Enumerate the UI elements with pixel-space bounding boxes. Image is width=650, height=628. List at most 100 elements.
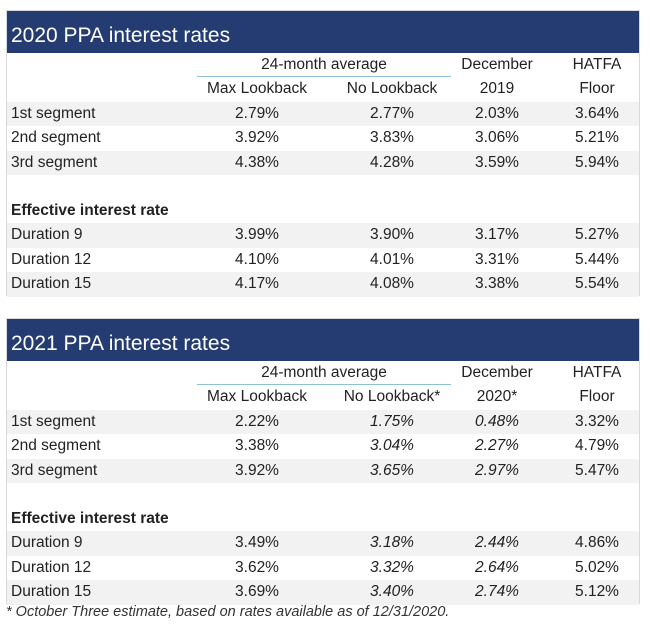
value-cell: 3.49% [235,534,279,552]
header-row-2: Max Lookback No Lookback 2019 Floor [7,77,639,101]
value-cell: 4.01% [370,250,414,268]
table-title: 2020 PPA interest rates [7,11,639,53]
row-label: Duration 9 [11,534,83,552]
value-cell: 5.54% [575,275,619,293]
col4-header: HATFA [572,56,622,73]
group-header: 24-month average [197,361,451,385]
value-cell: 5.02% [575,558,619,576]
table-row: Duration 12 3.62% 3.32% 2.64% 5.02% [7,556,639,580]
value-cell: 4.08% [370,275,414,293]
section-row: Effective interest rate [7,199,639,223]
col1-header: Max Lookback [207,388,307,406]
table-row: 1st segment 2.79% 2.77% 2.03% 3.64% [7,101,639,127]
value-cell: 5.27% [575,226,619,244]
value-cell: 5.94% [575,153,619,171]
value-cell: 3.99% [235,226,279,244]
table-title: 2021 PPA interest rates [7,319,639,361]
section-label: Effective interest rate [11,509,169,527]
col2-header: No Lookback* [343,388,441,406]
value-cell: 3.90% [370,226,414,244]
value-cell: 4.10% [235,250,279,268]
value-cell: 3.64% [575,104,619,122]
value-cell: 1.75% [370,412,414,430]
value-cell: 2.79% [235,104,279,122]
value-cell: 3.38% [235,437,279,455]
value-cell: 3.32% [370,558,414,576]
col4-header: HATFA [572,364,622,381]
value-cell: 3.92% [235,129,279,147]
row-label: 2nd segment [11,437,101,455]
section-row: Effective interest rate [7,507,639,531]
value-cell: 3.65% [370,461,414,479]
value-cell: 3.92% [235,461,279,479]
row-label: Duration 15 [11,583,92,601]
row-label: 2nd segment [11,129,101,147]
value-cell: 2.64% [475,558,519,576]
table-row: Duration 12 4.10% 4.01% 3.31% 5.44% [7,248,639,272]
row-label: Duration 15 [11,275,92,293]
value-cell: 4.28% [370,153,414,171]
table-row: 3rd segment 3.92% 3.65% 2.97% 5.47% [7,458,639,483]
value-cell: 3.59% [475,153,519,171]
value-cell: 3.32% [575,412,619,430]
value-cell: 2.97% [475,461,519,479]
table-row: Duration 9 3.49% 3.18% 2.44% 4.86% [7,531,639,556]
col3-header: December [461,56,533,73]
value-cell: 2.22% [235,412,279,430]
header-row-2: Max Lookback No Lookback* 2020* Floor [7,385,639,409]
table-row: 1st segment 2.22% 1.75% 0.48% 3.32% [7,409,639,435]
col4-header-sub: Floor [579,80,615,98]
col3-header-sub: 2020* [476,388,518,406]
value-cell: 2.27% [475,437,519,455]
table-row: Duration 15 4.17% 4.08% 3.38% 5.54% [7,272,639,297]
table-row: Duration 9 3.99% 3.90% 3.17% 5.27% [7,223,639,248]
col4-header-sub: Floor [579,388,615,406]
col1-header: Max Lookback [207,80,307,98]
col3-header-sub: 2019 [479,80,515,98]
spacer-row [7,483,639,507]
value-cell: 4.38% [235,153,279,171]
value-cell: 0.48% [475,412,519,430]
row-label: 1st segment [11,104,96,122]
value-cell: 2.44% [475,534,519,552]
value-cell: 3.31% [475,250,519,268]
value-cell: 2.74% [475,583,519,601]
header-row-1: 24-month average December HATFA [7,53,639,77]
table-row: Duration 15 3.69% 3.40% 2.74% 5.12% [7,580,639,605]
value-cell: 3.83% [370,129,414,147]
value-cell: 4.79% [575,437,619,455]
value-cell: 3.06% [475,129,519,147]
value-cell: 3.17% [475,226,519,244]
table-row: 2nd segment 3.38% 3.04% 2.27% 4.79% [7,434,639,458]
footnote: * October Three estimate, based on rates… [6,604,450,620]
row-label: 3rd segment [11,153,98,171]
header-row-1: 24-month average December HATFA [7,361,639,385]
value-cell: 2.03% [475,104,519,122]
row-label: 1st segment [11,412,96,430]
value-cell: 5.12% [575,583,619,601]
value-cell: 3.62% [235,558,279,576]
value-cell: 3.38% [475,275,519,293]
value-cell: 5.44% [575,250,619,268]
col2-header: No Lookback [346,80,438,98]
table-row: 2nd segment 3.92% 3.83% 3.06% 5.21% [7,126,639,150]
spacer-row [7,175,639,199]
value-cell: 3.04% [370,437,414,455]
value-cell: 3.69% [235,583,279,601]
value-cell: 2.77% [370,104,414,122]
value-cell: 3.18% [370,534,414,552]
value-cell: 4.17% [235,275,279,293]
ppa-2021-table: 2021 PPA interest rates 24-month average… [6,318,640,605]
value-cell: 4.86% [575,534,619,552]
value-cell: 5.47% [575,461,619,479]
table-row: 3rd segment 4.38% 4.28% 3.59% 5.94% [7,150,639,175]
ppa-2020-table: 2020 PPA interest rates 24-month average… [6,10,640,297]
value-cell: 5.21% [575,129,619,147]
row-label: Duration 9 [11,226,83,244]
group-header: 24-month average [197,53,451,77]
row-label: 3rd segment [11,461,98,479]
value-cell: 3.40% [370,583,414,601]
row-label: Duration 12 [11,250,92,268]
row-label: Duration 12 [11,558,92,576]
section-label: Effective interest rate [11,201,169,219]
